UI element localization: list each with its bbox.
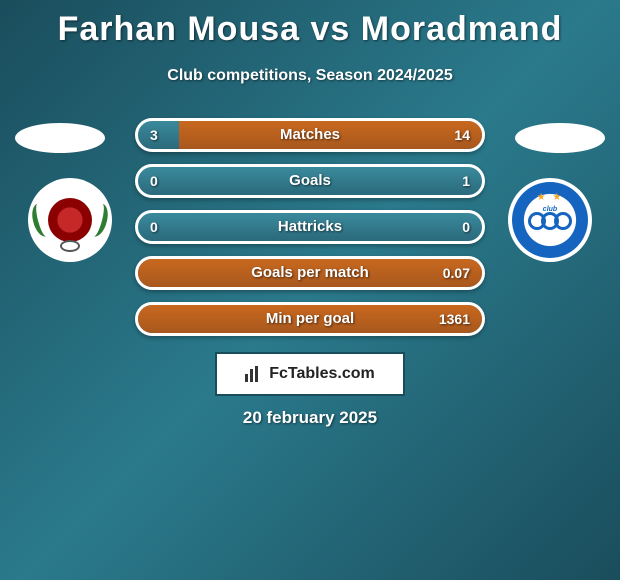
stat-right-value: 0 xyxy=(462,213,470,241)
stat-row-hattricks: 0 Hattricks 0 xyxy=(135,210,485,244)
stat-right-value: 1361 xyxy=(439,305,470,333)
stat-label: Goals per match xyxy=(138,259,482,287)
stat-label: Hattricks xyxy=(138,213,482,241)
date-label: 20 february 2025 xyxy=(0,408,620,428)
stat-row-goals: 0 Goals 1 xyxy=(135,164,485,198)
brand-box[interactable]: FcTables.com xyxy=(215,352,405,396)
brand-text: FcTables.com xyxy=(269,365,375,383)
stat-row-matches: 3 Matches 14 xyxy=(135,118,485,152)
chart-icon xyxy=(245,366,265,382)
stat-label: Goals xyxy=(138,167,482,195)
stat-right-value: 0.07 xyxy=(443,259,470,287)
stat-right-value: 1 xyxy=(462,167,470,195)
stat-row-goals-per-match: Goals per match 0.07 xyxy=(135,256,485,290)
page-title: Farhan Mousa vs Moradmand xyxy=(0,0,620,49)
stat-right-value: 14 xyxy=(454,121,470,149)
stat-row-min-per-goal: Min per goal 1361 xyxy=(135,302,485,336)
stat-label: Matches xyxy=(138,121,482,149)
stats-area: 3 Matches 14 0 Goals 1 0 Hattricks 0 Goa… xyxy=(0,118,620,348)
subtitle: Club competitions, Season 2024/2025 xyxy=(0,67,620,85)
stat-label: Min per goal xyxy=(138,305,482,333)
